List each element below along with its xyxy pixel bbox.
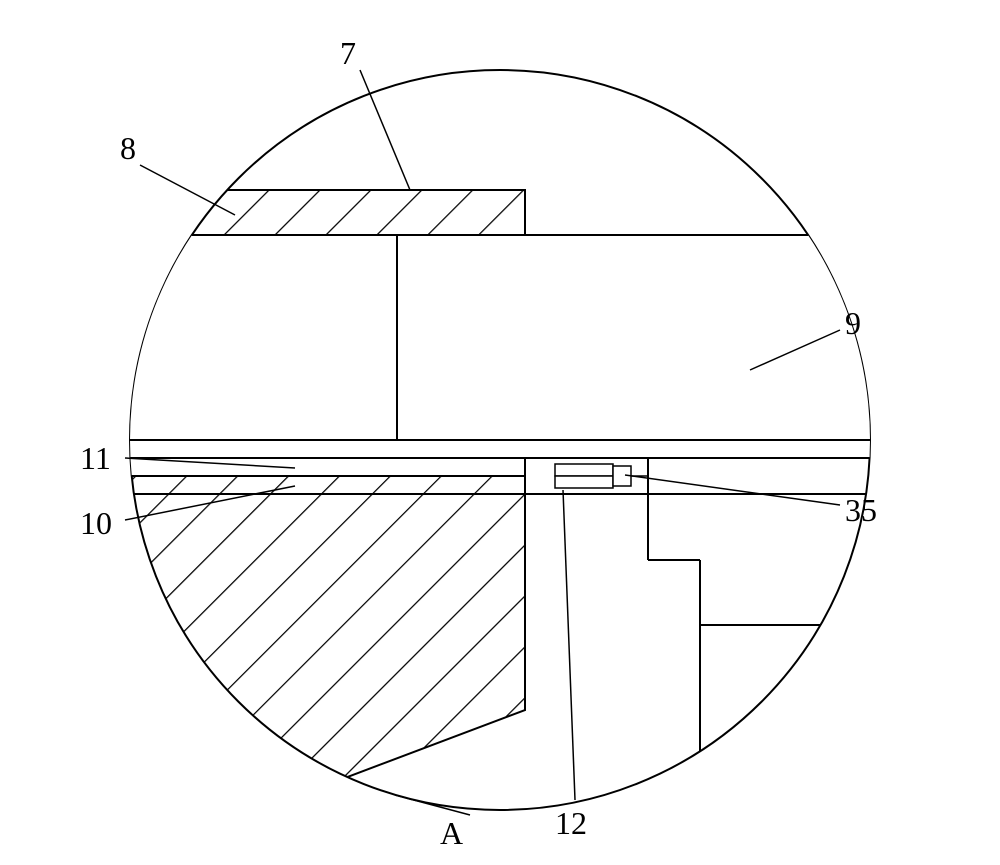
label-12: 12 bbox=[555, 805, 587, 842]
label-8: 8 bbox=[120, 130, 136, 167]
leader-A bbox=[395, 795, 470, 815]
leader-12 bbox=[563, 490, 575, 800]
slot-insert bbox=[555, 464, 613, 476]
top-hatched-bar bbox=[100, 190, 525, 235]
label-35: 35 bbox=[845, 492, 877, 529]
thin-bar-10-hatched bbox=[100, 476, 525, 494]
diagram-container bbox=[0, 0, 1000, 865]
label-9: 9 bbox=[845, 305, 861, 342]
leader-8 bbox=[140, 165, 235, 215]
label-11: 11 bbox=[80, 440, 111, 477]
middle-band bbox=[100, 235, 900, 440]
label-A: A bbox=[440, 815, 463, 852]
thin-bar-top bbox=[100, 440, 900, 458]
label-7: 7 bbox=[340, 35, 356, 72]
leader-35 bbox=[625, 475, 840, 505]
lower-hatched-block bbox=[100, 494, 525, 810]
technical-diagram-svg bbox=[0, 0, 1000, 865]
slot-insert-lower bbox=[555, 476, 613, 488]
label-10: 10 bbox=[80, 505, 112, 542]
